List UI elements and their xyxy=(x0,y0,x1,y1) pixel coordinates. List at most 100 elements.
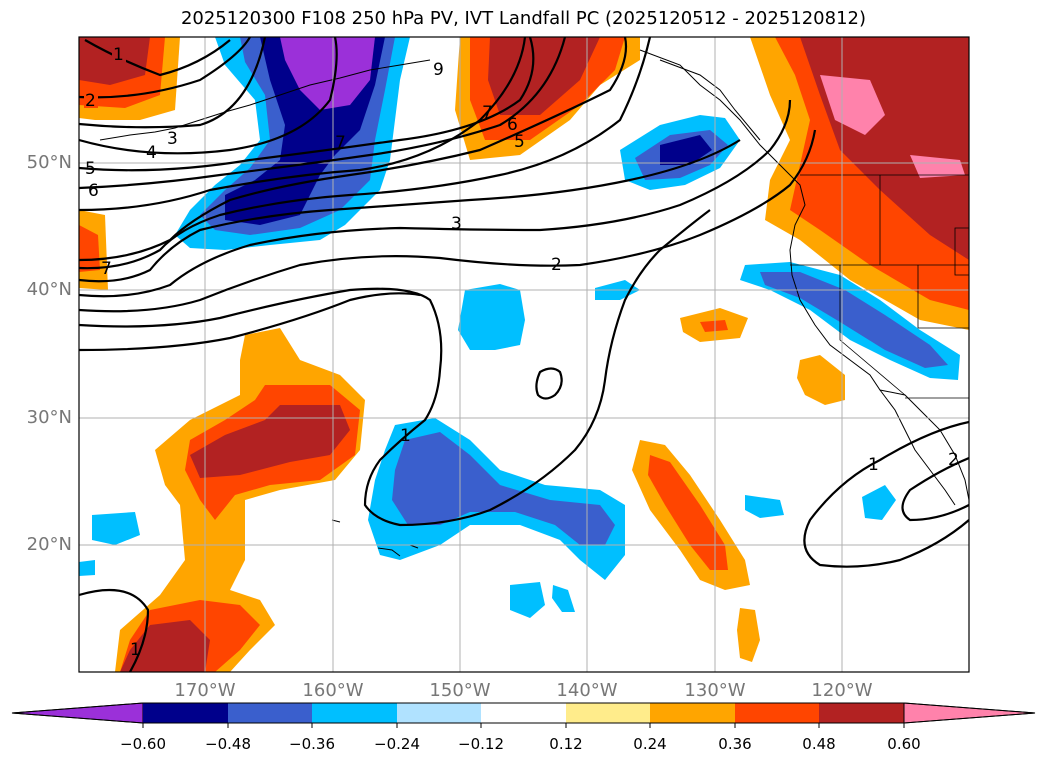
lon-label-130w: 130°W xyxy=(684,680,746,701)
colorbar-tick-label: −0.36 xyxy=(289,735,335,753)
colorbar-segment-6 xyxy=(566,703,650,723)
lon-label-170w: 170°W xyxy=(174,680,236,701)
contour-7 xyxy=(79,37,527,212)
contour-labels: 1 2 3 4 5 6 7 9 7 6 5 7 3 2 1 1 2 1 xyxy=(84,45,959,660)
contour-3-north xyxy=(79,37,267,129)
negative-region-gulf-alaska-core xyxy=(660,135,712,165)
positive-region-small-1-inner xyxy=(700,320,728,332)
lat-label-40: 40°N xyxy=(26,279,72,300)
colorbar-tick-label: −0.48 xyxy=(205,735,251,753)
contour-label-4: 4 xyxy=(146,143,157,163)
positive-region-north-pacific-core xyxy=(488,37,600,115)
contour-inner-4 xyxy=(79,209,711,527)
north-america-coast xyxy=(639,49,969,501)
map-frame xyxy=(78,36,970,673)
contour-2-north xyxy=(79,37,251,99)
positive-region-south-core xyxy=(120,620,210,672)
contour-label-6: 6 xyxy=(88,181,99,201)
contour-label-7: 7 xyxy=(101,259,112,279)
colorbar-tick-label: 0.60 xyxy=(887,735,921,753)
colorbar xyxy=(11,702,1036,728)
contour-1-north xyxy=(84,39,231,77)
contour-label-2b: 2 xyxy=(551,255,562,275)
colorbar-segment-2 xyxy=(228,703,312,723)
contour-label-7c: 7 xyxy=(335,133,346,153)
contour-inner-5 xyxy=(79,292,421,352)
positive-region-northeast-peak-2 xyxy=(910,155,965,178)
colorbar-segment-5 xyxy=(481,703,566,723)
contour-4 xyxy=(79,37,338,155)
alaska-panhandle xyxy=(659,59,761,141)
lat-label-30: 30°N xyxy=(26,407,72,428)
lon-label-120w: 120°W xyxy=(811,680,873,701)
negative-region-small-4 xyxy=(745,495,784,518)
colorbar-tick-label: 0.24 xyxy=(633,735,667,753)
contour-label-6b: 6 xyxy=(507,115,518,135)
colorbar-tick-label: −0.24 xyxy=(374,735,420,753)
contour-2-east xyxy=(901,456,969,522)
colorbar-tick-label: 0.12 xyxy=(549,735,583,753)
lat-label-50: 50°N xyxy=(26,152,72,173)
colorbar-extend-high xyxy=(903,702,1036,724)
colorbar-tick-label: 0.48 xyxy=(802,735,836,753)
contour-label-1b: 1 xyxy=(400,426,411,446)
negative-region-subtropical-inner xyxy=(392,432,615,545)
contour-inner-1 xyxy=(79,139,741,283)
lon-label-160w: 160°W xyxy=(302,680,364,701)
positive-region-small-2 xyxy=(797,355,845,405)
contour-1-east xyxy=(803,420,969,568)
lon-label-140w: 140°W xyxy=(556,680,618,701)
contour-label-3b: 3 xyxy=(451,214,462,234)
negative-region-coastal-inner xyxy=(760,272,948,368)
pv-ivt-shading xyxy=(79,37,969,672)
state-line-3 xyxy=(917,265,969,329)
contour-label-3: 3 xyxy=(167,129,178,149)
lat-label-20: 20°N xyxy=(26,534,72,555)
contour-inner-2 xyxy=(79,99,792,298)
baja-coast xyxy=(879,389,956,506)
negative-region-small-6 xyxy=(79,560,95,576)
colorbar-tick-label: −0.60 xyxy=(120,735,166,753)
contour-label-2: 2 xyxy=(85,91,96,111)
negative-region-small-3 xyxy=(552,585,575,612)
colorbar-tick-label: 0.36 xyxy=(718,735,752,753)
coastlines xyxy=(99,49,969,557)
colorbar-ticks xyxy=(142,723,905,728)
contour-label-2c: 2 xyxy=(948,450,959,470)
positive-region-northeast-peak xyxy=(820,75,885,135)
contour-9 xyxy=(79,37,652,270)
colorbar-segment-4 xyxy=(397,703,481,723)
negative-region-small-5 xyxy=(862,485,896,520)
positive-region-small-3 xyxy=(737,608,760,662)
contour-1-south xyxy=(79,588,150,672)
contour-label-5b: 5 xyxy=(514,132,525,152)
positive-region-central-core xyxy=(190,405,350,478)
colorbar-extend-low xyxy=(11,702,144,724)
aleutians xyxy=(99,59,431,141)
contour-inner-3 xyxy=(79,129,817,313)
contour-label-9: 9 xyxy=(433,60,444,80)
negative-region-main-peak xyxy=(280,37,375,110)
colorbar-segment-1 xyxy=(143,703,228,723)
contour-small-circle xyxy=(535,367,563,400)
lon-label-150w: 150°W xyxy=(429,680,491,701)
contour-label-1d: 1 xyxy=(130,640,141,660)
contour-6 xyxy=(79,37,567,190)
positive-region-subtropical-inner xyxy=(648,455,728,570)
contour-label-5: 5 xyxy=(85,159,96,179)
colorbar-tick-label: −0.12 xyxy=(458,735,504,753)
colorbar-segment-3 xyxy=(312,703,397,723)
contour-label-7b: 7 xyxy=(482,103,493,123)
map-title: 2025120300 F108 250 hPa PV, IVT Landfall… xyxy=(180,8,867,29)
contour-label-1c: 1 xyxy=(868,455,879,475)
colorbar-segment-7 xyxy=(650,703,735,723)
colorbar-segment-8 xyxy=(735,703,819,723)
colorbar-segment-9 xyxy=(819,703,904,723)
negative-region-central-1 xyxy=(458,284,525,350)
ivt-contours xyxy=(79,37,969,672)
state-line-5 xyxy=(954,227,969,276)
contour-label-1: 1 xyxy=(113,45,124,65)
contour-5 xyxy=(79,37,535,172)
negative-region-small-1 xyxy=(92,512,140,545)
